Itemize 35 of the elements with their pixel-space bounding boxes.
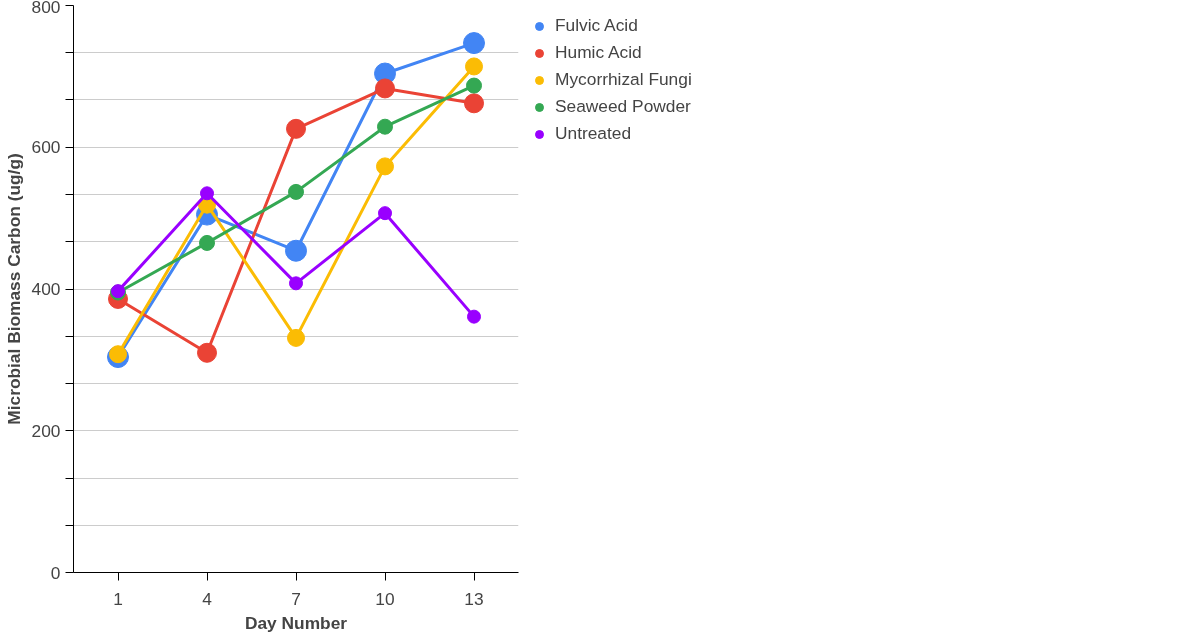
y-tick-label: 600	[31, 137, 61, 158]
y-axis-title: Microbial Biomass Carbon (ug/g)	[3, 153, 24, 425]
point	[287, 328, 305, 347]
x-tick-label: 4	[202, 588, 213, 609]
y-tick-label: 200	[31, 420, 61, 441]
legend-label: Humic Acid	[555, 42, 642, 63]
y-tick-label: 400	[31, 279, 61, 299]
y-tick-label: 800	[31, 0, 61, 17]
point	[199, 234, 215, 251]
point	[375, 78, 395, 99]
point	[200, 186, 214, 201]
point	[378, 206, 392, 221]
point	[197, 342, 217, 363]
point	[463, 32, 485, 55]
x-tick-label: 7	[291, 588, 301, 609]
legend-label: Untreated	[555, 123, 632, 144]
x-tick-label: 1	[113, 588, 123, 609]
legend-label: Fulvic Acid	[555, 15, 638, 36]
x-tick-label: 10	[375, 588, 395, 609]
point	[466, 77, 482, 94]
point	[465, 57, 483, 76]
point	[377, 118, 393, 135]
point	[376, 157, 394, 176]
y-tick-label: 0	[50, 562, 61, 583]
legend-label: Mycorrhizal Fungi	[555, 69, 692, 90]
point	[109, 345, 127, 364]
point	[285, 239, 307, 262]
legend-label: Seaweed Powder	[555, 96, 691, 117]
point	[464, 93, 484, 114]
point	[286, 118, 306, 139]
x-tick-label: 13	[464, 588, 484, 609]
point	[288, 183, 304, 200]
point	[289, 276, 303, 291]
x-axis-title: Day Number	[244, 612, 348, 633]
point	[467, 309, 481, 324]
